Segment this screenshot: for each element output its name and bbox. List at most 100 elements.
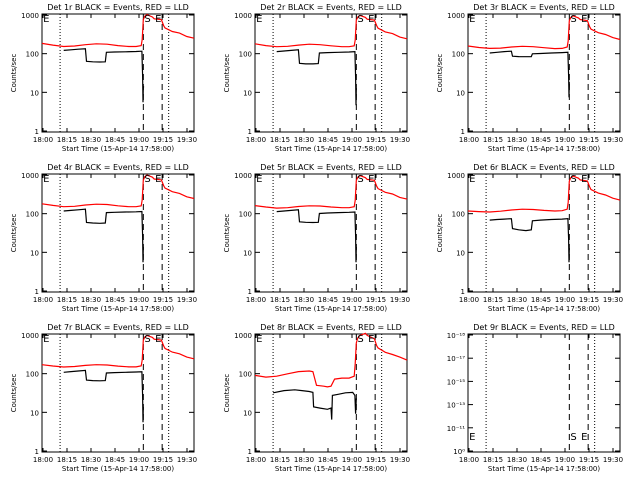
x-axis-label: Start Time (15-Apr-14 17:58:00) (62, 305, 174, 313)
x-axis-label: Start Time (15-Apr-14 17:58:00) (488, 465, 600, 473)
marker-S: S (570, 432, 576, 443)
x-tick-label: 19:00 (129, 296, 149, 304)
x-tick-label: 19:15 (579, 456, 599, 464)
y-tick-label: 1 (461, 288, 465, 296)
y-tick-label: 1 (35, 448, 39, 456)
x-tick-label: 19:15 (366, 136, 386, 144)
marker-E: E (256, 174, 262, 185)
x-tick-label: 19:30 (603, 456, 623, 464)
events-series-line (276, 49, 357, 106)
y-axis-label: Counts/sec (223, 374, 231, 413)
y-axis-label: Counts/sec (223, 54, 231, 93)
marker-S: S (357, 334, 363, 345)
events-series-line (272, 389, 357, 420)
marker-E: E (469, 432, 475, 443)
axes-frame (254, 173, 408, 293)
y-axis-label: Counts/sec (10, 54, 18, 93)
x-tick-label: 18:00 (459, 456, 479, 464)
marker-E: E (581, 432, 587, 443)
x-tick-label: 18:45 (531, 136, 551, 144)
y-tick-label: 100 (452, 51, 465, 59)
y-tick-label: 1 (248, 448, 252, 456)
y-axis-label: Counts/sec (223, 214, 231, 253)
x-tick-label: 19:15 (366, 456, 386, 464)
x-tick-label: 19:00 (129, 136, 149, 144)
panel-title: Det 1r BLACK = Events, RED = LLD (47, 3, 189, 12)
panel-det-6r: Det 6r BLACK = Events, RED = LLD 18:00 18:… (436, 163, 623, 313)
axes-frame (254, 333, 408, 453)
x-tick-label: 18:15 (270, 136, 290, 144)
y-tick-label: 10⁻¹³ (447, 402, 465, 410)
panel-det-8r: Det 8r BLACK = Events, RED = LLD 18:00 18:… (223, 323, 410, 473)
y-tick-label: 100 (26, 51, 39, 59)
x-tick-label: 18:00 (459, 136, 479, 144)
panel-title: Det 9r BLACK = Events, RED = LLD (473, 323, 615, 332)
panel-det-7r: Det 7r BLACK = Events, RED = LLD 18:00 18:… (10, 323, 197, 473)
x-axis-label: Start Time (15-Apr-14 17:58:00) (275, 305, 387, 313)
marker-E: E (368, 334, 374, 345)
panel-det-5r: Det 5r BLACK = Events, RED = LLD 18:00 18:… (223, 163, 410, 313)
x-axis-label: Start Time (15-Apr-14 17:58:00) (62, 145, 174, 153)
x-tick-label: 19:30 (177, 456, 197, 464)
x-axis-label: Start Time (15-Apr-14 17:58:00) (275, 465, 387, 473)
marker-E: E (43, 14, 49, 25)
x-tick-label: 18:45 (531, 296, 551, 304)
marker-E: E (155, 174, 161, 185)
y-tick-label: 10⁻¹⁸ (447, 332, 465, 340)
x-tick-label: 19:00 (129, 456, 149, 464)
y-tick-label: 1000 (234, 172, 252, 180)
y-tick-label: 10 (456, 249, 465, 257)
marker-E: E (368, 174, 374, 185)
marker-E: E (43, 334, 49, 345)
x-tick-label: 19:00 (555, 136, 575, 144)
panel-title: Det 2r BLACK = Events, RED = LLD (260, 3, 402, 12)
x-tick-label: 18:45 (105, 296, 125, 304)
y-axis-label: Counts/sec (10, 214, 18, 253)
y-tick-label: 100 (239, 51, 252, 59)
axes-frame (41, 13, 195, 133)
x-tick-label: 19:15 (153, 456, 173, 464)
y-tick-label: 10⁻¹⁵ (447, 378, 465, 386)
x-tick-label: 18:15 (57, 136, 77, 144)
marker-S: S (570, 174, 576, 185)
y-tick-label: 1000 (447, 12, 465, 20)
x-tick-label: 19:15 (153, 136, 173, 144)
x-tick-label: 18:00 (33, 456, 53, 464)
y-tick-label: 10⁰ (453, 448, 465, 456)
y-tick-label: 10 (243, 89, 252, 97)
x-tick-label: 18:00 (246, 296, 266, 304)
y-tick-label: 100 (452, 211, 465, 219)
marker-E: E (256, 14, 262, 25)
x-tick-label: 19:30 (390, 456, 410, 464)
lld-series-line (467, 15, 621, 50)
events-series-line (63, 208, 144, 263)
panel-det-2r: Det 2r BLACK = Events, RED = LLD 18:00 18:… (223, 3, 410, 153)
x-tick-label: 19:30 (603, 136, 623, 144)
x-tick-label: 18:45 (105, 136, 125, 144)
lld-series-line (254, 14, 408, 48)
axes-frame (254, 13, 408, 133)
x-tick-label: 19:30 (177, 136, 197, 144)
x-tick-label: 19:00 (342, 136, 362, 144)
x-tick-label: 18:15 (483, 456, 503, 464)
y-tick-label: 100 (239, 211, 252, 219)
y-tick-label: 1000 (21, 172, 39, 180)
panel-det-9r: Det 9r BLACK = Events, RED = LLD 18:00 18:… (447, 323, 623, 473)
lld-series-line (41, 334, 195, 368)
x-axis-label: Start Time (15-Apr-14 17:58:00) (275, 145, 387, 153)
y-tick-label: 1 (248, 128, 252, 136)
y-tick-label: 1 (461, 128, 465, 136)
x-tick-label: 18:00 (246, 456, 266, 464)
y-tick-label: 10 (456, 89, 465, 97)
x-tick-label: 18:00 (459, 296, 479, 304)
x-tick-label: 18:30 (507, 296, 527, 304)
y-axis-label: Counts/sec (436, 214, 444, 253)
x-tick-label: 19:00 (342, 456, 362, 464)
x-tick-label: 18:30 (294, 136, 314, 144)
y-tick-label: 1 (35, 288, 39, 296)
events-series-line (276, 209, 357, 263)
marker-E: E (581, 174, 587, 185)
marker-S: S (570, 14, 576, 25)
x-tick-label: 18:00 (33, 136, 53, 144)
